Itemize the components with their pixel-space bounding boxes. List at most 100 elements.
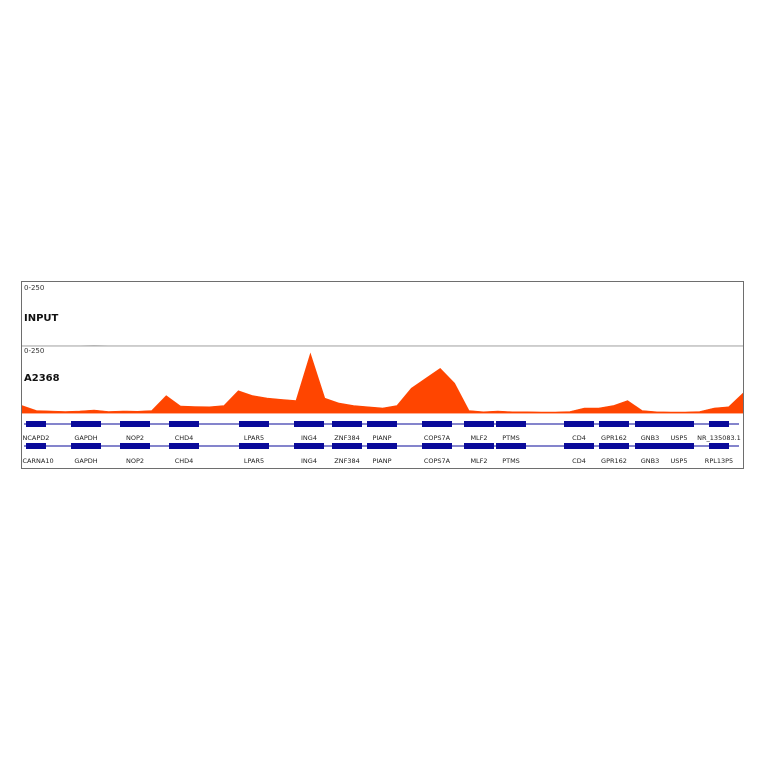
- gene-track-2-exon-block-2: [120, 443, 150, 449]
- gene-track-1-gene-9: MLF2: [464, 421, 494, 442]
- gene-track-1-gene-label-10: PTMS: [502, 434, 520, 442]
- gene-track-2-exon-block-9: [464, 443, 494, 449]
- gene-track-1-gene-label-15: NR_135083.1: [697, 434, 741, 442]
- gene-track-2-gene-label-10: PTMS: [502, 457, 520, 465]
- gene-track-2-exon-block-7: [367, 443, 397, 449]
- gene-track-1-gene-label-0: NCAPD2: [23, 434, 50, 442]
- gene-track-2-gene-label-0: SCARNA10: [22, 457, 54, 465]
- gene-track-1-gene-label-4: LPAR5: [244, 434, 264, 442]
- gene-track-2-gene-11: CD4: [564, 443, 594, 465]
- a2368-track-name: A2368: [24, 373, 60, 384]
- gene-track-1-gene-7: PIANP: [367, 421, 397, 442]
- gene-track-1-exon-block-10: [496, 421, 526, 427]
- gene-track-2-gene-label-9: MLF2: [470, 457, 487, 465]
- gene-track-2-gene-7: PIANP: [367, 443, 397, 465]
- gene-track-1-exon-block-1: [71, 421, 101, 427]
- gene-track-1-exon-block-0: [26, 421, 46, 427]
- gene-track-1-gene-0: NCAPD2: [23, 421, 50, 442]
- gene-track-2-exon-block-4: [239, 443, 269, 449]
- track-canvas: 0-250 INPUT 0-250 A2368 NCAPD2 GAPDH NOP2 C…: [22, 284, 743, 465]
- gene-track-1-gene-label-6: ZNF384: [334, 434, 359, 442]
- gene-track-1-gene-15: NR_135083.1: [697, 421, 741, 442]
- gene-track-2-gene-label-5: ING4: [301, 457, 317, 465]
- gene-track-2-gene-label-3: CHD4: [175, 457, 194, 465]
- gene-track-2-exon-block-3: [169, 443, 199, 449]
- gene-track-2-gene-label-14: USP5: [671, 457, 688, 465]
- a2368-track: 0-250 A2368: [22, 347, 743, 414]
- gene-track-2-gene-label-1: GAPDH: [74, 457, 97, 465]
- gene-track-2-gene-0: SCARNA10: [22, 443, 54, 465]
- gene-track-2-exon-block-8: [422, 443, 452, 449]
- input-track-name: INPUT: [24, 313, 59, 324]
- gene-track-1-exon-block-9: [464, 421, 494, 427]
- gene-track-1-gene-3: CHD4: [169, 421, 199, 442]
- input-track: 0-250 INPUT: [22, 284, 743, 347]
- gene-track-2-gene-label-12: GPR162: [601, 457, 627, 465]
- gene-track-1-exon-block-6: [332, 421, 362, 427]
- gene-track-1-exon-block-12: [599, 421, 629, 427]
- gene-track-2-gene-5: ING4: [294, 443, 324, 465]
- gene-track-2-gene-label-7: PIANP: [372, 457, 391, 465]
- gene-track-1-gene-11: CD4: [564, 421, 594, 442]
- gene-track-2-exon-block-12: [599, 443, 629, 449]
- gene-track-2-gene-label-6: ZNF384: [334, 457, 359, 465]
- gene-track-1-gene-label-12: GPR162: [601, 434, 627, 442]
- gene-track-2-exon-block-13: [635, 443, 665, 449]
- gene-track-1-exon-block-2: [120, 421, 150, 427]
- gene-track-1-gene-8: COPS7A: [422, 421, 452, 442]
- gene-track-2-gene-label-13: GNB3: [641, 457, 660, 465]
- gene-track-1-gene-label-1: GAPDH: [74, 434, 97, 442]
- a2368-signal-area: [22, 352, 743, 414]
- gene-track-2-gene-label-4: LPAR5: [244, 457, 264, 465]
- gene-track-1-exon-block-3: [169, 421, 199, 427]
- gene-track-1-exon-block-4: [239, 421, 269, 427]
- gene-track-1-gene-1: GAPDH: [71, 421, 101, 442]
- gene-track-1-gene-12: GPR162: [599, 421, 629, 442]
- gene-track-1-exon-block-7: [367, 421, 397, 427]
- gene-track-2-exon-block-6: [332, 443, 362, 449]
- gene-track-2-gene-8: COPS7A: [422, 443, 452, 465]
- gene-track-1: NCAPD2 GAPDH NOP2 CHD4 LPAR5 ING4 ZNF384 PIANP C…: [23, 421, 741, 442]
- gene-track-2-gene-6: ZNF384: [332, 443, 362, 465]
- gene-track-1-gene-4: LPAR5: [239, 421, 269, 442]
- gene-track-1-gene-label-8: COPS7A: [424, 434, 451, 442]
- gene-track-2-gene-1: GAPDH: [71, 443, 101, 465]
- gene-track-2-gene-4: LPAR5: [239, 443, 269, 465]
- gene-track-1-gene-label-5: ING4: [301, 434, 317, 442]
- gene-track-1-gene-label-3: CHD4: [175, 434, 194, 442]
- gene-track-2-gene-14: USP5: [664, 443, 694, 465]
- gene-track-1-gene-6: ZNF384: [332, 421, 362, 442]
- gene-track-1-exon-block-5: [294, 421, 324, 427]
- a2368-range-label: 0-250: [24, 347, 44, 355]
- gene-track-2-gene-9: MLF2: [464, 443, 494, 465]
- gene-track-2-gene-10: PTMS: [496, 443, 526, 465]
- gene-track-2-exon-block-5: [294, 443, 324, 449]
- input-signal-area: [22, 345, 743, 347]
- gene-track-2-gene-12: GPR162: [599, 443, 629, 465]
- gene-track-1-gene-14: USP5: [664, 421, 694, 442]
- gene-track-1-gene-label-2: NOP2: [126, 434, 144, 442]
- gene-track-2-gene-3: CHD4: [169, 443, 199, 465]
- gene-track-2-exon-block-14: [664, 443, 694, 449]
- input-range-label: 0-250: [24, 284, 44, 292]
- gene-track-2-exon-block-11: [564, 443, 594, 449]
- gene-track-1-gene-13: GNB3: [635, 421, 665, 442]
- gene-track-1-gene-2: NOP2: [120, 421, 150, 442]
- gene-track-1-gene-label-13: GNB3: [641, 434, 660, 442]
- gene-track-2-exon-block-0: [26, 443, 46, 449]
- gene-track-2-exon-block-15: [709, 443, 729, 449]
- gene-track-1-exon-block-8: [422, 421, 452, 427]
- gene-track-1-exon-block-15: [709, 421, 729, 427]
- gene-track-1-gene-label-11: CD4: [572, 434, 586, 442]
- gene-track-1-exon-block-13: [635, 421, 665, 427]
- gene-track-2-exon-block-1: [71, 443, 101, 449]
- gene-track-1-gene-label-9: MLF2: [470, 434, 487, 442]
- gene-track-1-exon-block-11: [564, 421, 594, 427]
- gene-track-2-gene-13: GNB3: [635, 443, 665, 465]
- gene-track-1-gene-10: PTMS: [496, 421, 526, 442]
- gene-track-1-gene-5: ING4: [294, 421, 324, 442]
- gene-track-2-gene-15: RPL13P5: [705, 443, 733, 465]
- gene-track-2-gene-label-11: CD4: [572, 457, 586, 465]
- gene-track-2-gene-label-2: NOP2: [126, 457, 144, 465]
- gene-track-2-gene-label-15: RPL13P5: [705, 457, 733, 465]
